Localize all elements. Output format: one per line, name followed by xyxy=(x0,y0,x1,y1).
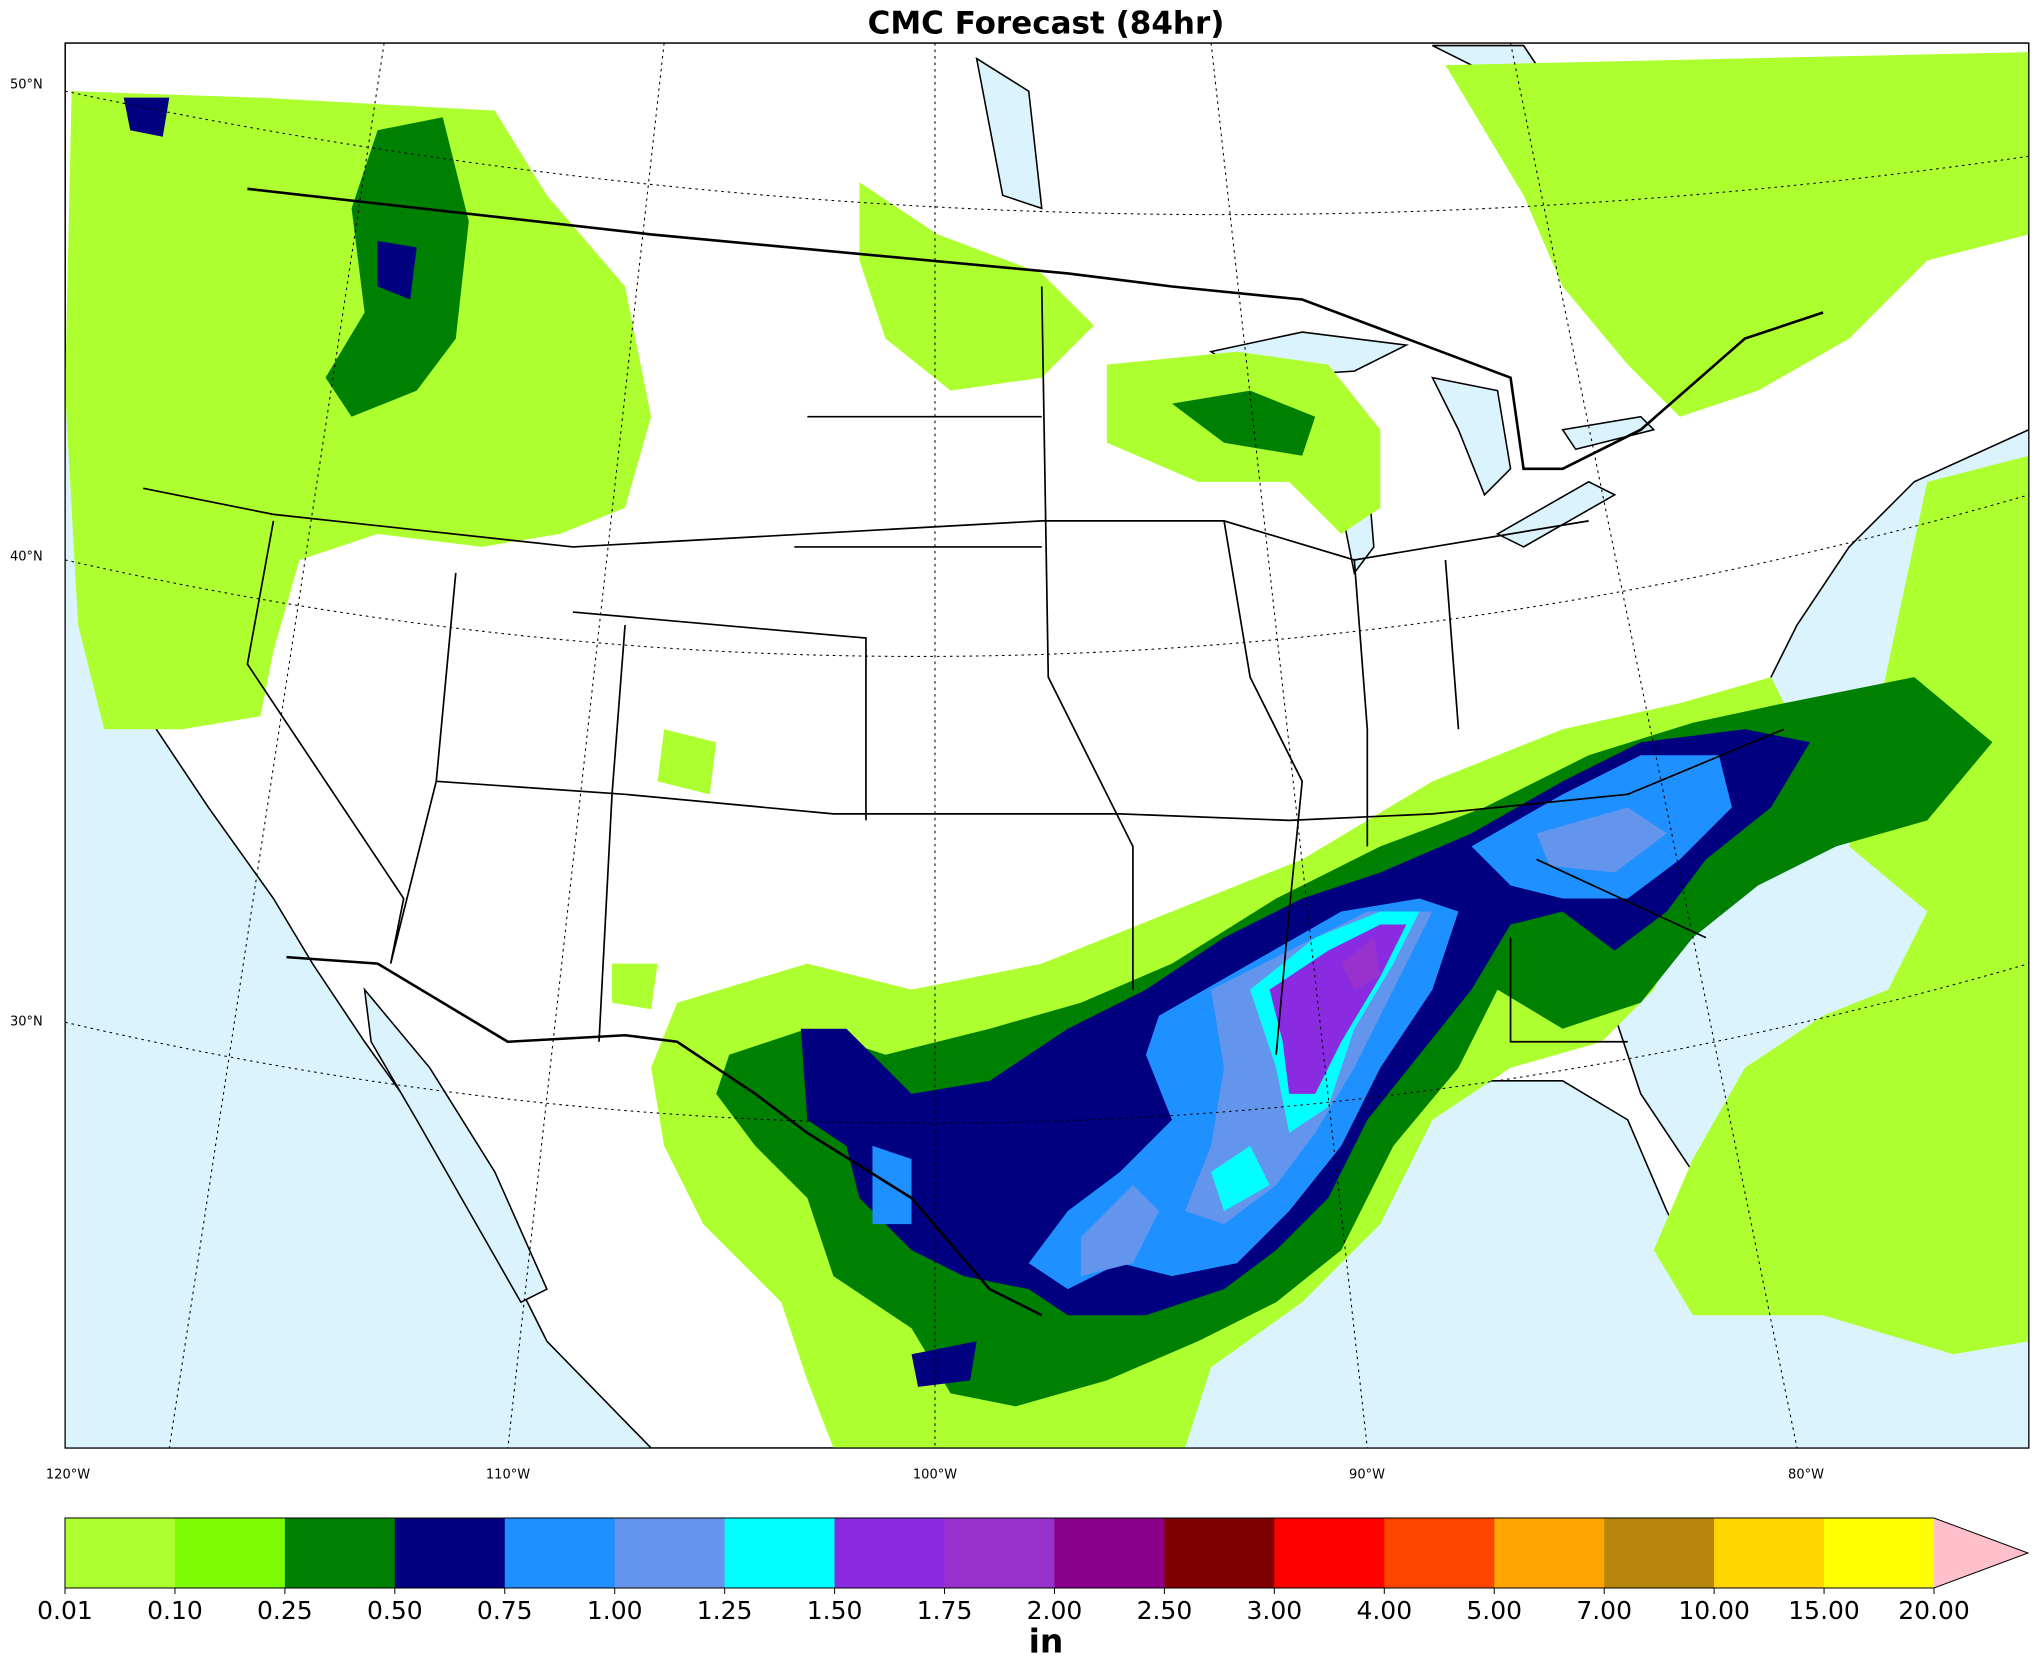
map-frame xyxy=(64,42,2030,1449)
great-lakes xyxy=(975,44,1656,575)
colorbar-label: 0.01 xyxy=(37,1596,93,1625)
colorbar-label: 1.50 xyxy=(807,1596,863,1625)
lon-label: 80°W xyxy=(1788,1468,1824,1483)
graticule-labels: 50°N 40°N 30°N 120°W 110°W 100°W 90°W 80°W xyxy=(10,78,1824,1483)
baja-sea xyxy=(363,987,548,1304)
graticule xyxy=(65,42,2029,1449)
lon-label: 100°W xyxy=(913,1468,957,1483)
lat-label: 40°N xyxy=(10,550,43,565)
lon-label: 90°W xyxy=(1349,1468,1385,1483)
title: CMC Forecast (84hr) xyxy=(868,6,1225,42)
colorbar-label: 1.00 xyxy=(587,1596,643,1625)
colorbar-bin xyxy=(1054,1518,1165,1588)
colorbar-label: 10.00 xyxy=(1678,1596,1750,1625)
colorbar-label: 0.10 xyxy=(147,1596,203,1625)
map xyxy=(64,42,2030,1449)
colorbar-bin xyxy=(284,1518,396,1588)
precip-100 xyxy=(1080,807,1667,1277)
precip-050 xyxy=(123,97,1811,1387)
colorbar-bin xyxy=(944,1518,1055,1588)
colorbar-bin xyxy=(504,1518,616,1588)
colorbar-label: 2.50 xyxy=(1137,1596,1193,1625)
colorbar-label: 2.00 xyxy=(1027,1596,1083,1625)
colorbar-bin xyxy=(394,1518,506,1588)
colorbar-bin xyxy=(1274,1518,1385,1588)
lon-label: 120°W xyxy=(46,1468,90,1483)
colorbar-label: 0.25 xyxy=(257,1596,313,1625)
colorbar-label: 7.00 xyxy=(1576,1596,1632,1625)
colorbar-label: 4.00 xyxy=(1356,1596,1412,1625)
colorbar-label: 1.25 xyxy=(697,1596,753,1625)
colorbar-label: 15.00 xyxy=(1788,1596,1860,1625)
lat-label: 50°N xyxy=(10,78,43,93)
colorbar-label: 0.50 xyxy=(367,1596,423,1625)
colorbar-label: 0.75 xyxy=(477,1596,533,1625)
colorbar-bin xyxy=(724,1518,836,1588)
colorbar-unit: in xyxy=(1029,1622,1064,1661)
borders xyxy=(247,187,1824,1317)
colorbar: 0.01 0.10 0.25 0.50 0.75 1.00 1.25 1.50 1.75 2.00… xyxy=(37,1517,2030,1625)
colorbar-label: 3.00 xyxy=(1247,1596,1303,1625)
colorbar-outline xyxy=(64,1517,2030,1589)
colorbar-bin xyxy=(834,1518,946,1588)
precip-010 xyxy=(65,52,2029,1449)
colorbar-bin xyxy=(174,1518,286,1588)
colorbar-bin xyxy=(1494,1518,1605,1588)
colorbar-bin xyxy=(1384,1518,1495,1588)
colorbar-label: 5.00 xyxy=(1466,1596,1522,1625)
colorbar-bin xyxy=(1164,1518,1275,1588)
colorbar-label: 1.75 xyxy=(917,1596,973,1625)
precip-175 xyxy=(1341,937,1381,990)
colorbar-bin xyxy=(614,1518,726,1588)
colorbar-bin xyxy=(65,1518,176,1588)
lon-label: 110°W xyxy=(486,1468,530,1483)
state-lines xyxy=(143,286,1785,1055)
lat-label: 30°N xyxy=(10,1015,43,1030)
colorbar-bin xyxy=(1824,1518,1935,1588)
colorbar-bin xyxy=(1714,1518,1825,1588)
colorbar-label: 20.00 xyxy=(1898,1596,1970,1625)
colorbar-extension xyxy=(1934,1518,2028,1588)
colorbar-bin xyxy=(1604,1518,1715,1588)
